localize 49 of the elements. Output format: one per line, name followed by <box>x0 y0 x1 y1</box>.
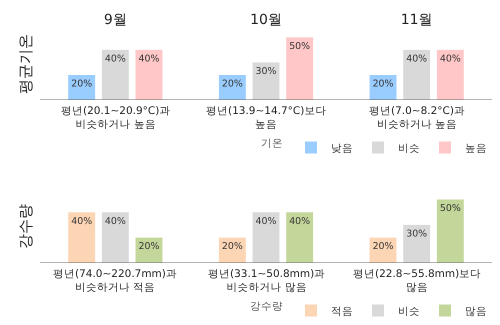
legend-label: 높음 <box>465 142 487 155</box>
bar <box>436 200 464 263</box>
bar <box>68 212 96 263</box>
data-label: 40% <box>138 53 160 64</box>
bar <box>102 50 129 100</box>
data-label: 40% <box>289 216 310 227</box>
data-label: 40% <box>104 216 126 227</box>
legend-label: 적음 <box>331 306 353 318</box>
text: 평년(20.1~20.9°C)과 비슷하거나 높음 <box>61 105 170 131</box>
legend-label: 비슷 <box>398 142 420 155</box>
bar <box>286 212 314 263</box>
bar <box>403 50 430 100</box>
data-label: 30% <box>406 228 428 240</box>
bar <box>436 50 464 100</box>
bar <box>252 212 280 263</box>
data-label: 20% <box>71 78 92 90</box>
legend-label: 많음 <box>465 306 487 318</box>
data-label: 40% <box>71 216 92 227</box>
x-tick-label: 9월 <box>104 12 127 28</box>
bar <box>403 224 430 263</box>
legend-title: 강수량 <box>250 300 283 313</box>
data-label: 20% <box>138 241 160 252</box>
text: 평년(33.1~50.8mm)과 비슷하거나 많음 <box>208 268 326 294</box>
text: 평년(13.9~14.7°C)보다 높음 <box>206 105 326 131</box>
y-axis-title: 평균기온 <box>16 34 34 94</box>
legend-label: 비슷 <box>398 306 420 318</box>
legend-label: 낮음 <box>331 142 353 155</box>
bar <box>286 37 314 100</box>
bar <box>102 212 129 263</box>
data-label: 20% <box>222 241 243 252</box>
data-label: 20% <box>222 78 243 90</box>
text: 평년(7.0~8.2°C)과 비슷하거나 높음 <box>369 105 465 131</box>
data-label: 40% <box>256 216 277 227</box>
text: 평년(22.8~55.8mm)보다 많음 <box>353 268 482 294</box>
legend-title: 기온 <box>261 138 283 150</box>
y-axis-title: 강수량 <box>16 204 34 249</box>
data-label: 40% <box>104 53 126 64</box>
x-tick-label: 11월 <box>400 12 433 28</box>
data-label: 50% <box>440 203 461 214</box>
data-label: 20% <box>372 241 394 252</box>
text: 평년(74.0~220.7mm)과 비슷하거나 적음 <box>53 268 177 294</box>
x-tick-label: 10월 <box>250 12 282 28</box>
data-label: 30% <box>256 66 277 77</box>
data-label: 40% <box>406 53 428 64</box>
data-label: 40% <box>440 53 461 64</box>
data-label: 50% <box>289 40 310 52</box>
bar <box>252 62 280 100</box>
bar <box>136 50 162 100</box>
data-label: 20% <box>372 78 394 90</box>
